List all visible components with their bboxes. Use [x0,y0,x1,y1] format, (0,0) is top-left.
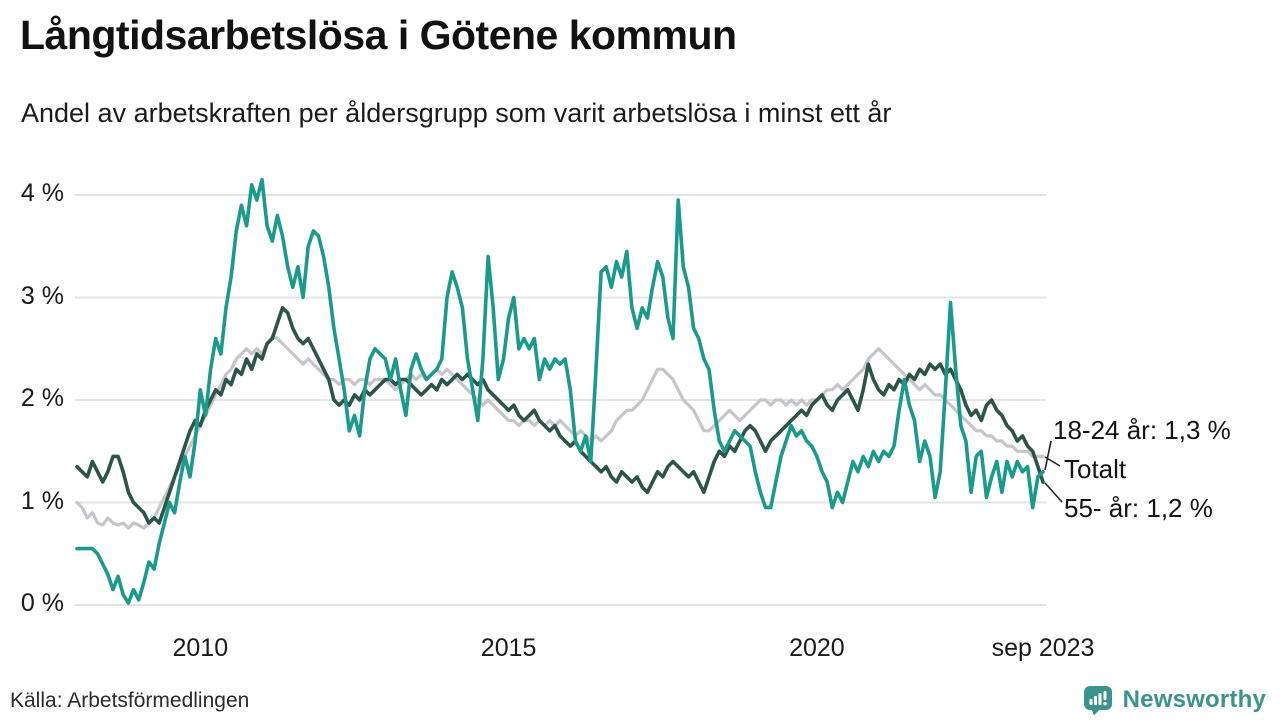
brand-name: Newsworthy [1122,686,1266,713]
annotation-leader-line [1044,482,1063,503]
source-caption: Källa: Arbetsförmedlingen [10,689,250,712]
end-label-18-24: 18-24 år: 1,3 % [1053,415,1231,445]
annotation-leader-line [1044,456,1061,467]
chart-subtitle: Andel av arbetskraften per åldersgrupp s… [21,98,892,128]
end-label-totalt: Totalt [1064,454,1127,484]
newsworthy-speech-bubble-bar-chart-icon [1083,686,1112,716]
y-axis-tick-label: 0 % [20,589,64,617]
y-axis-tick-label: 1 % [20,486,64,515]
series-line-Totalt [75,334,1045,530]
annotation-leader-line [1044,440,1052,471]
x-axis-tick-label: sep 2023 [991,634,1095,662]
series-line-55- år [75,305,1045,525]
y-axis-tick-label: 4 % [20,179,64,207]
chart-title: Långtidsarbetslösa i Götene kommun [20,12,737,58]
series-line-18-24 år [75,177,1045,605]
y-axis-tick-label: 3 % [20,281,64,310]
y-axis-tick-label: 2 % [20,384,64,412]
newsworthy-logo: Newsworthy [1082,684,1266,716]
x-axis-tick-label: 2020 [789,634,845,662]
x-axis-tick-label: 2010 [172,634,229,662]
end-label-55: 55- år: 1,2 % [1064,493,1213,523]
x-axis-tick-label: 2015 [480,634,537,662]
